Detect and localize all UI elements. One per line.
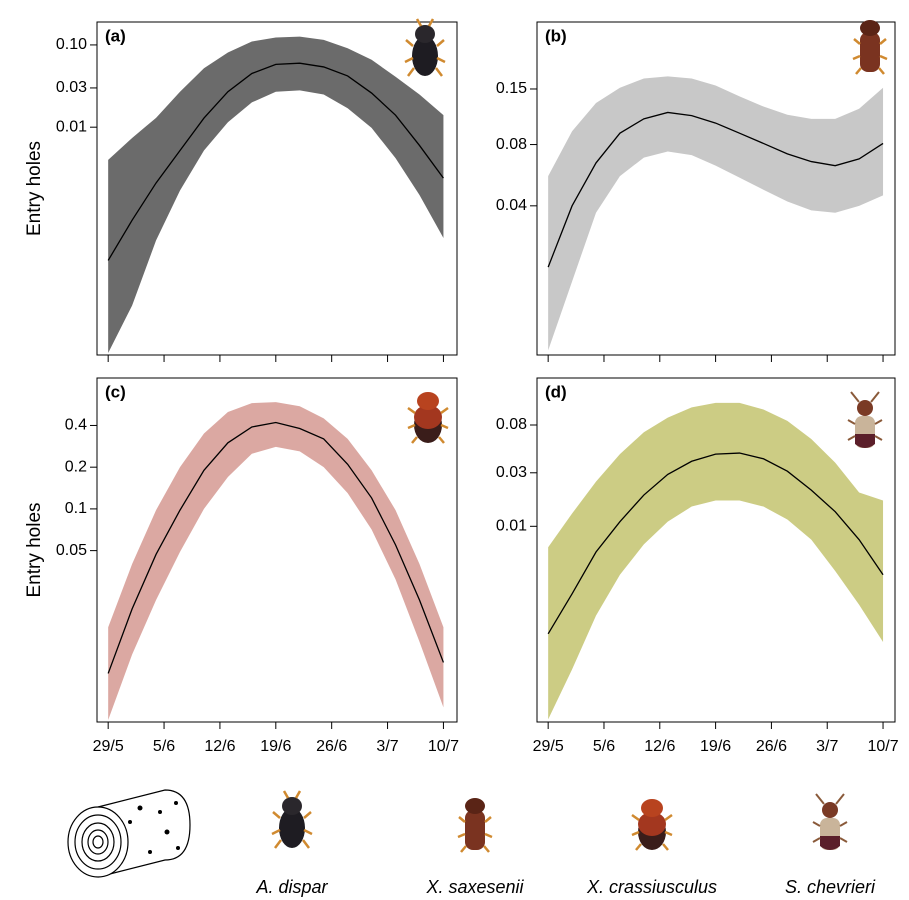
legend-icon [812, 793, 848, 851]
x-tick-label: 29/5 [93, 738, 124, 755]
mean-line [547, 452, 884, 635]
y-tick-label: 0.08 [496, 416, 527, 433]
x-tick-label: 12/6 [204, 738, 235, 755]
y-tick-label: 0.10 [56, 36, 87, 53]
legend-icon [270, 789, 314, 850]
x-tick-label: 29/5 [533, 738, 564, 755]
y-tick-label: 0.08 [496, 136, 527, 153]
x-tick-label: 3/7 [376, 738, 398, 755]
confidence-band [108, 402, 444, 720]
x-tick-label: 19/6 [260, 738, 291, 755]
mean-line [107, 62, 444, 261]
confidence-band [108, 36, 444, 353]
x-tick-label: 5/6 [593, 738, 615, 755]
legend-label: A. dispar [255, 877, 328, 897]
x-tick-label: 19/6 [700, 738, 731, 755]
confidence-band [548, 76, 884, 351]
legend-label: X. crassiusculus [586, 877, 717, 897]
mean-line [547, 111, 884, 268]
species-icon [403, 17, 447, 78]
legend-icon [630, 797, 674, 852]
y-tick-label: 0.2 [65, 458, 87, 475]
x-tick-label: 26/6 [316, 738, 347, 755]
species-icon [406, 390, 450, 445]
y-tick-label: 0.15 [496, 80, 527, 97]
panel-label: (b) [545, 26, 567, 45]
species-icon [847, 391, 883, 449]
y-axis-label: Entry holes [24, 502, 45, 597]
plot-frame [96, 377, 458, 723]
y-tick-label: 0.4 [65, 417, 87, 434]
y-tick-label: 0.01 [56, 118, 87, 135]
y-tick-label: 0.03 [496, 464, 527, 481]
y-tick-label: 0.03 [56, 79, 87, 96]
x-tick-label: 10/7 [428, 738, 459, 755]
plot-frame [96, 21, 458, 356]
confidence-band [548, 402, 884, 720]
y-axis-label: Entry holes [24, 141, 45, 236]
x-tick-label: 12/6 [644, 738, 675, 755]
legend-label: S. chevrieri [785, 877, 876, 897]
species-icon [851, 18, 889, 76]
y-tick-label: 0.05 [56, 542, 87, 559]
panel-label: (d) [545, 382, 567, 401]
x-tick-label: 26/6 [756, 738, 787, 755]
mean-line [107, 421, 445, 674]
log-icon [67, 789, 191, 878]
x-tick-label: 5/6 [153, 738, 175, 755]
y-tick-label: 0.1 [65, 500, 87, 517]
x-tick-label: 10/7 [867, 738, 898, 755]
y-tick-label: 0.01 [496, 518, 527, 535]
legend-icon [456, 796, 494, 854]
legend-label: X. saxesenii [425, 877, 524, 897]
y-tick-label: 0.04 [496, 197, 527, 214]
x-tick-label: 3/7 [816, 738, 838, 755]
panel-label: (c) [105, 382, 126, 401]
panel-label: (a) [105, 26, 126, 45]
